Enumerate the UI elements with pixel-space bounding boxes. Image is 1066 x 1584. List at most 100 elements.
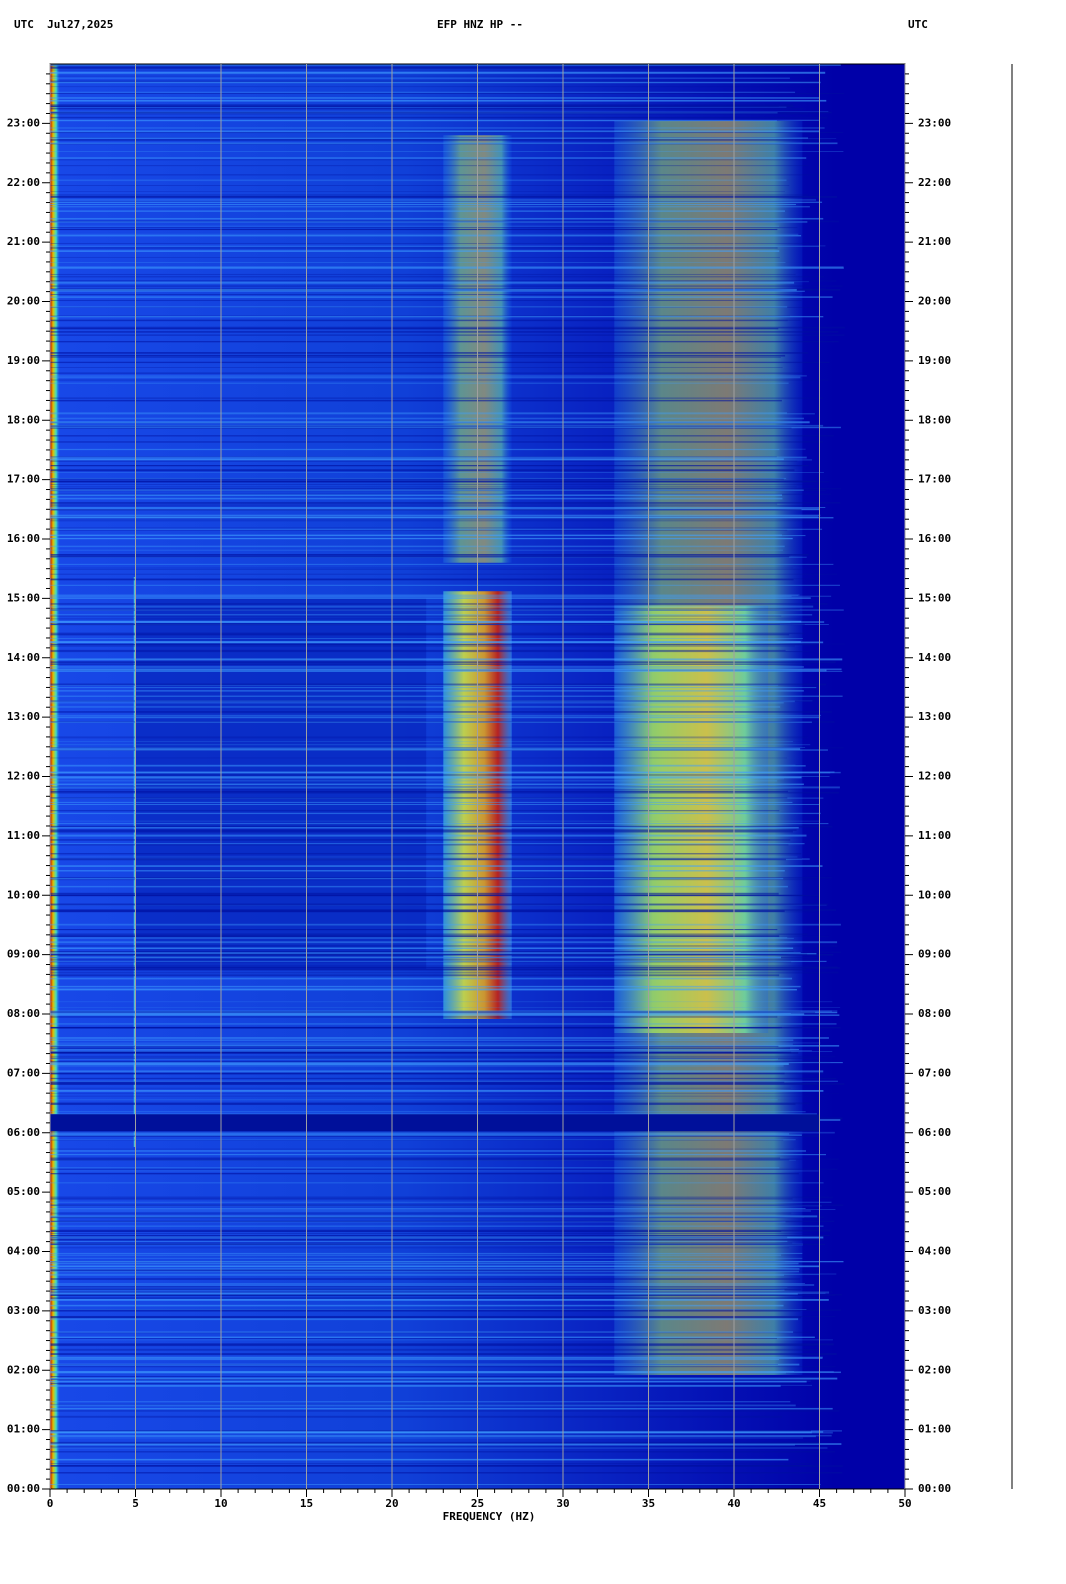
streak bbox=[50, 262, 786, 263]
header-right: UTC bbox=[908, 18, 928, 31]
streak bbox=[50, 1265, 820, 1268]
streak bbox=[50, 966, 838, 969]
streak bbox=[50, 1278, 801, 1280]
y-tick-label-right: 22:00 bbox=[918, 176, 951, 189]
streak bbox=[50, 609, 807, 611]
streak bbox=[50, 201, 823, 203]
streak bbox=[50, 668, 842, 671]
streak bbox=[50, 823, 829, 825]
streak bbox=[50, 1197, 793, 1200]
x-tick-label: 35 bbox=[642, 1497, 655, 1510]
x-tick-label: 0 bbox=[47, 1497, 54, 1510]
streak bbox=[50, 651, 814, 653]
streak bbox=[50, 870, 785, 872]
streak bbox=[50, 113, 809, 115]
streak bbox=[50, 684, 779, 686]
streak bbox=[50, 876, 832, 879]
streak bbox=[50, 1318, 799, 1321]
streak bbox=[50, 245, 820, 247]
x-tick-label: 10 bbox=[214, 1497, 227, 1510]
streak bbox=[50, 497, 783, 500]
y-tick-label-left: 19:00 bbox=[7, 354, 40, 367]
streak bbox=[50, 421, 810, 424]
streak bbox=[50, 449, 780, 451]
gap bbox=[50, 1114, 820, 1132]
streak bbox=[50, 797, 824, 799]
y-tick-label-left: 06:00 bbox=[7, 1126, 40, 1139]
streak bbox=[50, 1291, 833, 1293]
streak bbox=[50, 266, 844, 268]
streak bbox=[50, 138, 837, 139]
streak bbox=[50, 1465, 843, 1467]
streak bbox=[50, 1240, 788, 1242]
streak bbox=[50, 1435, 816, 1438]
streak bbox=[50, 1081, 785, 1083]
streak bbox=[50, 634, 790, 636]
streak bbox=[50, 702, 784, 704]
streak bbox=[50, 1013, 805, 1015]
y-tick-label-right: 04:00 bbox=[918, 1245, 951, 1258]
streak bbox=[50, 486, 797, 488]
streak bbox=[50, 367, 783, 368]
streak bbox=[50, 1065, 784, 1067]
low-frequency-edge bbox=[50, 64, 61, 1489]
streak bbox=[50, 971, 839, 974]
streak bbox=[50, 929, 778, 931]
streak bbox=[50, 1023, 837, 1025]
streak bbox=[50, 820, 821, 822]
streak bbox=[50, 71, 826, 74]
streak bbox=[50, 1431, 824, 1433]
streak bbox=[50, 1026, 783, 1029]
streak bbox=[50, 985, 801, 988]
streak bbox=[50, 64, 841, 66]
streak bbox=[50, 1007, 841, 1008]
streak bbox=[50, 953, 834, 956]
streak bbox=[50, 1043, 793, 1045]
streak bbox=[50, 1167, 780, 1169]
streak bbox=[50, 191, 785, 192]
streak bbox=[50, 1001, 833, 1003]
streak bbox=[50, 1216, 824, 1219]
streak bbox=[50, 306, 788, 308]
streak bbox=[50, 75, 812, 77]
streak bbox=[50, 280, 837, 282]
streak bbox=[50, 316, 824, 318]
streak bbox=[50, 1316, 802, 1319]
streak bbox=[50, 1139, 796, 1141]
streak bbox=[50, 1010, 832, 1012]
y-tick-label-right: 23:00 bbox=[918, 116, 951, 129]
streak bbox=[50, 945, 838, 947]
streak bbox=[50, 1060, 831, 1063]
streak bbox=[50, 778, 785, 780]
streak bbox=[50, 1472, 843, 1474]
streak bbox=[50, 1463, 810, 1465]
streak bbox=[50, 489, 827, 492]
streak bbox=[50, 1131, 835, 1134]
axes: 0 5 10 15 20 25 30 35 40 45 50 00:00 00:00 01:00 01:00… bbox=[7, 63, 951, 1510]
streak bbox=[50, 328, 779, 330]
streak bbox=[50, 1268, 800, 1271]
streak bbox=[50, 1364, 778, 1365]
streak bbox=[50, 829, 797, 831]
streak bbox=[50, 93, 845, 94]
x-tick-label: 40 bbox=[727, 1497, 740, 1510]
streak bbox=[50, 1011, 816, 1014]
streak bbox=[50, 700, 795, 703]
y-tick-label-left: 15:00 bbox=[7, 591, 40, 604]
streak bbox=[50, 623, 805, 626]
y-tick-label-right: 21:00 bbox=[918, 235, 951, 248]
streak bbox=[50, 1209, 836, 1210]
y-tick-label-left: 20:00 bbox=[7, 295, 40, 308]
streak bbox=[50, 956, 781, 959]
streak bbox=[50, 578, 816, 580]
streak bbox=[50, 1283, 805, 1284]
streak bbox=[50, 568, 821, 570]
streak bbox=[50, 705, 781, 708]
streak bbox=[50, 494, 783, 496]
streak bbox=[50, 1376, 804, 1377]
streak bbox=[50, 227, 798, 229]
streak bbox=[50, 1037, 829, 1039]
streak bbox=[50, 1010, 838, 1012]
streak bbox=[50, 826, 799, 829]
